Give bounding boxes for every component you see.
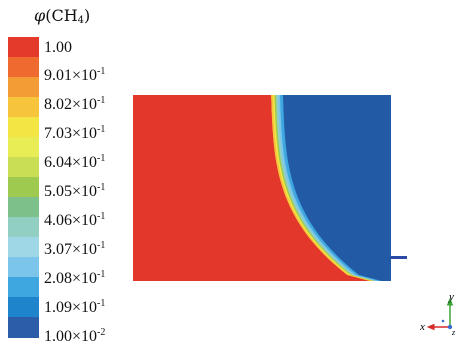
legend-label: 4.06×10-1 — [44, 211, 106, 229]
legend-color-band — [8, 117, 39, 138]
legend-label: 1.00×10-2 — [44, 327, 106, 345]
legend-label: 7.03×10-1 — [44, 124, 106, 142]
legend-color-band — [8, 97, 39, 118]
high-concentration-region — [133, 95, 364, 281]
legend-label: 1.00 — [44, 39, 72, 56]
legend-label: 1.09×10-1 — [44, 298, 106, 316]
legend-label: 3.07×10-1 — [44, 240, 106, 258]
legend-label: 6.04×10-1 — [44, 153, 106, 171]
legend-label: 2.08×10-1 — [44, 269, 106, 287]
legend-title-species: CH — [51, 6, 78, 25]
legend-color-band — [8, 157, 39, 178]
legend-title-symbol: φ — [34, 6, 46, 25]
outlet-boundary-line — [391, 256, 407, 259]
y-axis-label: y — [448, 291, 454, 303]
coordinate-axes-icon: y x z — [419, 291, 456, 337]
legend-color-band — [8, 317, 39, 338]
z-axis-label: z — [451, 328, 456, 337]
legend-label: 5.05×10-1 — [44, 182, 106, 200]
legend-title-subscript: 4 — [77, 15, 85, 26]
mixing-front — [133, 95, 386, 281]
legend-label: 9.01×10-1 — [44, 66, 106, 84]
legend-color-band — [8, 197, 39, 218]
legend-color-band — [8, 77, 39, 98]
legend-color-band — [8, 257, 39, 278]
legend-colorbar — [8, 37, 39, 338]
x-axis-arrowhead — [426, 323, 435, 331]
x-axis-label: x — [419, 321, 425, 333]
legend-color-band — [8, 277, 39, 298]
legend-color-band — [8, 177, 39, 198]
legend-title: φ(CH4) — [34, 6, 91, 26]
legend-color-band — [8, 137, 39, 158]
legend-color-band — [8, 37, 39, 58]
y-axis-arrowhead — [446, 297, 454, 306]
legend-color-band — [8, 297, 39, 318]
z-axis-point — [441, 319, 445, 323]
legend-label: 8.02×10-1 — [44, 95, 106, 113]
legend-color-band — [8, 237, 39, 258]
legend-color-band — [8, 57, 39, 78]
legend-color-band — [8, 217, 39, 238]
z-axis-dot — [447, 324, 453, 330]
concentration-field — [133, 95, 391, 281]
